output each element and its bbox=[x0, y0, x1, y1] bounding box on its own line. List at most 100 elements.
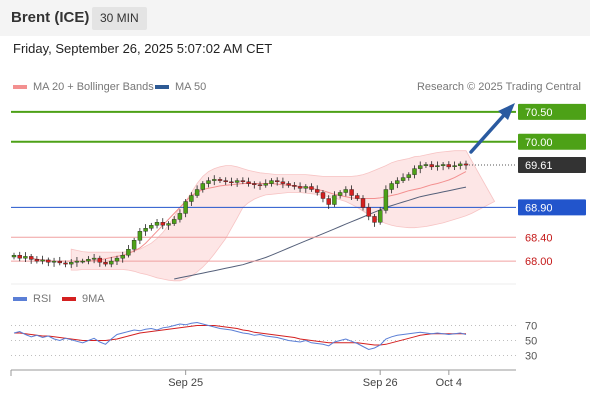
candle-body bbox=[223, 180, 228, 183]
candle bbox=[463, 160, 469, 170]
candle bbox=[131, 237, 137, 253]
projection-arrow bbox=[469, 103, 515, 154]
ma20-legend-swatch bbox=[13, 85, 27, 89]
candle-body bbox=[406, 174, 411, 178]
support-level-label: 68.00 bbox=[525, 256, 553, 268]
candle bbox=[212, 175, 217, 186]
candle-body bbox=[97, 257, 103, 263]
candle-body bbox=[206, 180, 211, 184]
candle bbox=[114, 255, 120, 265]
resistance-level-label: 70.00 bbox=[525, 137, 553, 149]
candle bbox=[452, 161, 457, 170]
header-bar: Brent (ICE) 30 MIN bbox=[0, 0, 590, 36]
candle-body bbox=[29, 256, 34, 260]
candle bbox=[355, 193, 360, 201]
candle-body bbox=[315, 189, 320, 193]
candle-body bbox=[360, 198, 366, 208]
candle bbox=[234, 178, 240, 187]
ma20-legend-label: MA 20 + Bollinger Bands bbox=[33, 81, 154, 93]
candle bbox=[389, 181, 394, 194]
candle bbox=[280, 177, 286, 189]
candle-body bbox=[57, 260, 62, 264]
x-axis-tick-label: Sep 25 bbox=[168, 377, 203, 389]
candle-body bbox=[349, 189, 354, 196]
candle bbox=[57, 256, 62, 266]
candle bbox=[29, 253, 34, 264]
support-level-label: 68.40 bbox=[525, 232, 553, 244]
candle-body bbox=[395, 180, 400, 184]
candle-body bbox=[412, 168, 417, 175]
candle bbox=[177, 209, 183, 223]
candle-body bbox=[154, 222, 160, 226]
candle-body bbox=[263, 183, 268, 186]
candle bbox=[315, 185, 320, 196]
candle bbox=[440, 162, 446, 171]
candle-body bbox=[257, 184, 263, 186]
candle-body bbox=[51, 260, 57, 263]
candle bbox=[343, 186, 348, 197]
candle bbox=[263, 179, 268, 188]
candle-body bbox=[160, 222, 166, 226]
candle-body bbox=[320, 192, 326, 199]
candle bbox=[292, 182, 297, 190]
candle-body bbox=[326, 198, 331, 205]
candle bbox=[429, 161, 434, 170]
candle bbox=[406, 172, 411, 181]
candle bbox=[91, 253, 97, 264]
candle-body bbox=[137, 231, 143, 241]
ma50-legend-label: MA 50 bbox=[175, 81, 206, 93]
candle bbox=[126, 245, 131, 258]
rsi-tick-label: 70 bbox=[525, 321, 537, 333]
candle bbox=[269, 178, 274, 187]
candle bbox=[240, 177, 246, 185]
candle bbox=[74, 256, 80, 267]
resistance-level-badge bbox=[518, 103, 586, 120]
candle bbox=[40, 255, 45, 265]
rsi-tick-label: 30 bbox=[525, 351, 537, 363]
candle bbox=[97, 255, 103, 267]
rsi-tick-label: 50 bbox=[525, 336, 537, 348]
candle-body bbox=[446, 164, 451, 168]
rsi-ma-legend-swatch bbox=[62, 297, 76, 301]
candle-body bbox=[126, 248, 131, 256]
rsi-legend-label: RSI bbox=[33, 293, 51, 305]
candle bbox=[320, 190, 326, 203]
candle bbox=[46, 257, 51, 267]
candle bbox=[303, 184, 308, 193]
candle-body bbox=[458, 163, 463, 166]
bollinger-band-layer bbox=[70, 150, 496, 282]
candle-body bbox=[23, 256, 28, 259]
candle bbox=[229, 177, 234, 187]
candle-body bbox=[91, 257, 97, 260]
candle bbox=[423, 162, 429, 169]
candle-body bbox=[189, 195, 194, 202]
candle-body bbox=[389, 183, 394, 190]
resistance-level-badge bbox=[518, 133, 586, 150]
candle-body bbox=[149, 225, 154, 229]
candle bbox=[160, 218, 166, 230]
candle bbox=[337, 190, 343, 199]
candle-body bbox=[280, 181, 286, 184]
candle-body bbox=[275, 180, 280, 183]
candle-body bbox=[337, 192, 343, 196]
copyright-label: Research © 2025 Trading Central bbox=[417, 81, 581, 93]
candle bbox=[189, 192, 194, 206]
last-price-label: 69.61 bbox=[525, 160, 553, 172]
candle-body bbox=[86, 259, 91, 262]
candle bbox=[412, 165, 417, 179]
timeframe-badge[interactable]: 30 MIN bbox=[92, 7, 147, 30]
candle bbox=[372, 213, 377, 227]
candle-body bbox=[440, 164, 446, 166]
rsi-legend-swatch bbox=[13, 297, 27, 301]
candle bbox=[418, 161, 423, 174]
candle bbox=[400, 173, 406, 183]
candle-body bbox=[131, 239, 137, 250]
candle bbox=[120, 251, 125, 263]
candlestick-layer bbox=[11, 160, 469, 268]
candle-body bbox=[120, 254, 125, 259]
candle bbox=[435, 161, 440, 171]
candle-body bbox=[423, 164, 429, 166]
candle bbox=[17, 251, 22, 262]
candle-body bbox=[114, 257, 120, 262]
